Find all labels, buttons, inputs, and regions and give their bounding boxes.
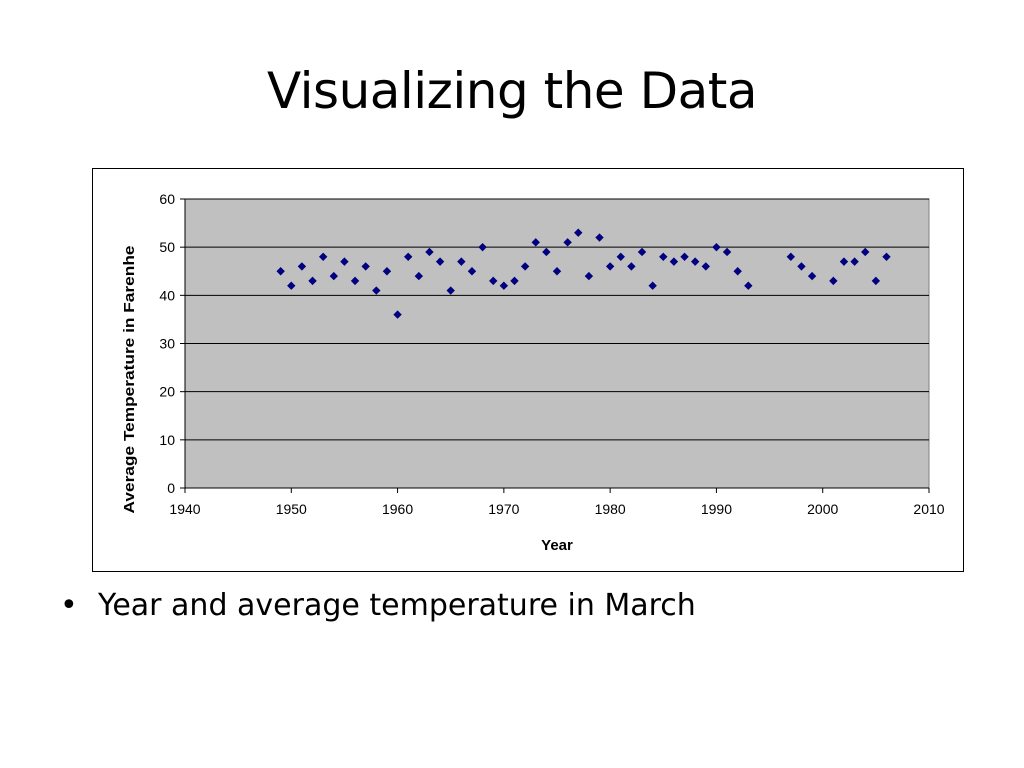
data-point bbox=[478, 242, 487, 252]
data-point bbox=[276, 267, 285, 276]
data-point bbox=[467, 267, 477, 276]
x-tick-label-1980: 1980 bbox=[595, 501, 626, 517]
data-point bbox=[861, 247, 870, 257]
data-point bbox=[510, 276, 519, 286]
scatter-chart: 0 10 20 30 40 50 60 1940 1950 1960 1970 1980 1990 20… bbox=[121, 191, 945, 554]
data-point bbox=[446, 286, 455, 295]
data-point bbox=[563, 238, 572, 247]
data-point bbox=[616, 252, 625, 261]
x-tick-label-1940: 1940 bbox=[169, 501, 200, 517]
data-point bbox=[733, 267, 742, 276]
data-point bbox=[712, 242, 721, 252]
x-tick-label-2000: 2000 bbox=[807, 501, 838, 517]
data-point bbox=[318, 252, 328, 261]
data-point bbox=[659, 252, 668, 261]
y-axis-ticks: 0 10 20 30 40 50 60 bbox=[159, 191, 185, 496]
data-point bbox=[839, 257, 849, 266]
data-point bbox=[882, 252, 891, 261]
data-point bbox=[648, 281, 657, 290]
data-point bbox=[701, 262, 710, 271]
data-point bbox=[627, 262, 636, 271]
bullet-marker: • bbox=[60, 588, 78, 623]
data-point bbox=[435, 257, 445, 266]
data-point bbox=[520, 262, 530, 271]
data-point bbox=[850, 257, 859, 266]
y-tick-label-60: 60 bbox=[159, 191, 175, 207]
y-tick-label-50: 50 bbox=[159, 239, 175, 255]
data-point bbox=[807, 271, 817, 281]
x-tick-label-2010: 2010 bbox=[913, 501, 944, 517]
bullet-text: Year and average temperature in March bbox=[98, 588, 696, 623]
y-tick-label-20: 20 bbox=[159, 384, 175, 400]
data-point bbox=[637, 247, 647, 257]
x-tick-label-1990: 1990 bbox=[701, 501, 732, 517]
data-point bbox=[797, 262, 806, 271]
x-tick-label-1970: 1970 bbox=[488, 501, 519, 517]
data-point bbox=[690, 257, 700, 266]
grid-lines bbox=[185, 198, 929, 441]
data-point bbox=[425, 247, 434, 257]
y-tick-label-40: 40 bbox=[159, 287, 175, 303]
data-point bbox=[552, 267, 562, 276]
x-axis-ticks: 1940 1950 1960 1970 1980 1990 2000 2010 bbox=[169, 488, 945, 517]
data-point bbox=[489, 276, 498, 286]
data-point bbox=[382, 267, 392, 276]
x-axis-title: Year bbox=[541, 537, 573, 554]
data-point bbox=[829, 276, 838, 286]
x-tick-label-1960: 1960 bbox=[382, 501, 413, 517]
data-point bbox=[680, 252, 689, 261]
data-point bbox=[871, 276, 881, 286]
data-point bbox=[361, 262, 370, 271]
bullet-item: • Year and average temperature in March bbox=[60, 588, 696, 623]
data-point bbox=[414, 271, 424, 281]
data-point bbox=[499, 281, 509, 290]
data-point bbox=[744, 281, 753, 290]
data-point bbox=[595, 233, 604, 242]
data-point bbox=[669, 257, 679, 266]
data-point bbox=[404, 252, 413, 261]
chart-frame: 0 10 20 30 40 50 60 1940 1950 1960 1970 1980 1990 20… bbox=[92, 168, 964, 572]
data-point bbox=[297, 262, 307, 271]
data-point bbox=[457, 257, 466, 266]
x-tick-label-1950: 1950 bbox=[276, 501, 307, 517]
data-point bbox=[786, 252, 796, 261]
data-point bbox=[340, 257, 349, 266]
y-tick-label-0: 0 bbox=[167, 480, 175, 496]
data-point bbox=[329, 271, 338, 281]
data-point bbox=[605, 262, 615, 271]
data-point bbox=[287, 281, 296, 290]
data-point bbox=[350, 276, 360, 286]
data-points bbox=[276, 228, 891, 319]
data-point bbox=[584, 271, 594, 281]
y-axis-title: Average Temperature in Farenhe bbox=[121, 246, 138, 514]
data-point bbox=[308, 276, 317, 286]
y-tick-label-30: 30 bbox=[159, 336, 175, 352]
data-point bbox=[372, 286, 381, 295]
y-tick-label-10: 10 bbox=[159, 432, 175, 448]
data-point bbox=[393, 310, 402, 319]
slide-title: Visualizing the Data bbox=[267, 62, 757, 120]
data-point bbox=[722, 247, 732, 257]
